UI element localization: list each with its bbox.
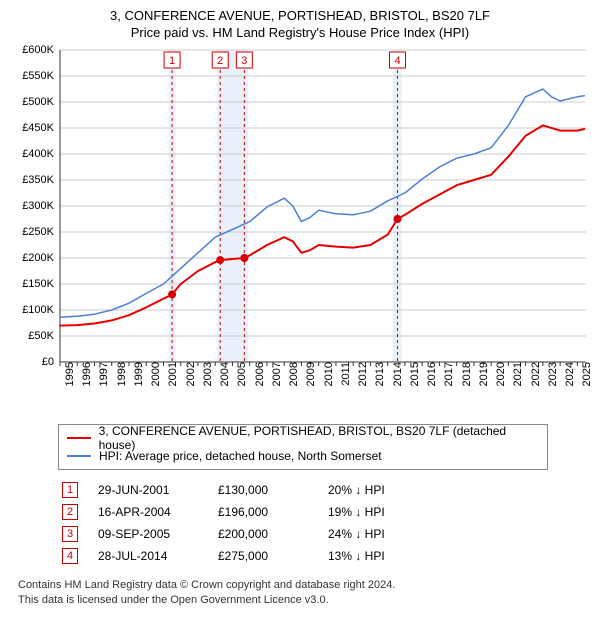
y-tick-label: £250K bbox=[10, 226, 54, 238]
footer-line-1: Contains HM Land Registry data © Crown c… bbox=[18, 578, 588, 593]
chart-container: 3, CONFERENCE AVENUE, PORTISHEAD, BRISTO… bbox=[0, 0, 600, 616]
x-tick-label: 1995 bbox=[64, 362, 76, 402]
x-tick-label: 2009 bbox=[305, 362, 317, 402]
sale-price: £275,000 bbox=[208, 548, 318, 564]
x-tick-label: 2006 bbox=[254, 362, 266, 402]
footer-line-2: This data is licensed under the Open Gov… bbox=[18, 593, 588, 608]
sale-price: £196,000 bbox=[208, 504, 318, 520]
y-tick-label: £100K bbox=[10, 304, 54, 316]
sale-date: 29-JUN-2001 bbox=[88, 482, 208, 498]
svg-text:1: 1 bbox=[169, 55, 175, 67]
x-tick-label: 2001 bbox=[167, 362, 179, 402]
sales-table: 1 29-JUN-2001£130,00020% ↓ HPI 2 16-APR-200… bbox=[52, 476, 395, 570]
x-tick-label: 2022 bbox=[530, 362, 542, 402]
x-tick-label: 2018 bbox=[461, 362, 473, 402]
line-chart-svg: 1 2 3 4 bbox=[12, 44, 588, 414]
x-tick-label: 2014 bbox=[392, 362, 404, 402]
x-tick-label: 1998 bbox=[116, 362, 128, 402]
x-tick-label: 2021 bbox=[512, 362, 524, 402]
y-tick-label: £350K bbox=[10, 174, 54, 186]
x-tick-label: 2015 bbox=[409, 362, 421, 402]
sale-row: 1 29-JUN-2001£130,00020% ↓ HPI bbox=[52, 482, 395, 498]
svg-text:2: 2 bbox=[217, 55, 223, 67]
sale-marker-box: 2 bbox=[62, 504, 78, 520]
x-tick-label: 2012 bbox=[357, 362, 369, 402]
legend-label: HPI: Average price, detached house, Nort… bbox=[99, 449, 382, 463]
sale-delta: 13% ↓ HPI bbox=[318, 548, 395, 564]
y-tick-label: £500K bbox=[10, 96, 54, 108]
sale-marker-box: 3 bbox=[62, 526, 78, 542]
x-tick-label: 2023 bbox=[547, 362, 559, 402]
legend-swatch bbox=[67, 455, 91, 457]
y-tick-label: £0 bbox=[10, 356, 54, 368]
x-tick-label: 2000 bbox=[150, 362, 162, 402]
chart-area: 1 2 3 4 £0 £50K £100K £150K £200K £250K £300K £350… bbox=[12, 44, 588, 414]
x-tick-label: 2007 bbox=[271, 362, 283, 402]
chart-subtitle: Price paid vs. HM Land Registry's House … bbox=[12, 25, 588, 40]
x-tick-label: 2019 bbox=[478, 362, 490, 402]
y-tick-label: £600K bbox=[10, 44, 54, 56]
sale-row: 3 09-SEP-2005£200,00024% ↓ HPI bbox=[52, 526, 395, 542]
x-tick-label: 2011 bbox=[340, 362, 352, 402]
sale-date: 16-APR-2004 bbox=[88, 504, 208, 520]
x-tick-label: 2013 bbox=[374, 362, 386, 402]
footer: Contains HM Land Registry data © Crown c… bbox=[18, 578, 588, 608]
x-tick-label: 2010 bbox=[323, 362, 335, 402]
x-tick-label: 2016 bbox=[426, 362, 438, 402]
x-tick-label: 2002 bbox=[185, 362, 197, 402]
sale-marker-box: 4 bbox=[62, 548, 78, 564]
x-tick-label: 2020 bbox=[495, 362, 507, 402]
sale-delta: 20% ↓ HPI bbox=[318, 482, 395, 498]
x-tick-label: 2005 bbox=[236, 362, 248, 402]
y-tick-label: £550K bbox=[10, 70, 54, 82]
sale-marker-box: 1 bbox=[62, 482, 78, 498]
legend-swatch bbox=[67, 437, 91, 439]
sale-delta: 19% ↓ HPI bbox=[318, 504, 395, 520]
sale-row: 4 28-JUL-2014£275,00013% ↓ HPI bbox=[52, 548, 395, 564]
sale-date: 28-JUL-2014 bbox=[88, 548, 208, 564]
sale-row: 2 16-APR-2004£196,00019% ↓ HPI bbox=[52, 504, 395, 520]
y-tick-label: £150K bbox=[10, 278, 54, 290]
title-block: 3, CONFERENCE AVENUE, PORTISHEAD, BRISTO… bbox=[12, 8, 588, 40]
legend-item: 3, CONFERENCE AVENUE, PORTISHEAD, BRISTO… bbox=[67, 429, 539, 447]
y-tick-label: £50K bbox=[10, 330, 54, 342]
x-tick-label: 2008 bbox=[288, 362, 300, 402]
x-tick-label: 2024 bbox=[564, 362, 576, 402]
x-tick-label: 1999 bbox=[133, 362, 145, 402]
x-tick-label: 2025 bbox=[581, 362, 593, 402]
svg-text:4: 4 bbox=[394, 55, 400, 67]
sale-date: 09-SEP-2005 bbox=[88, 526, 208, 542]
x-tick-label: 1997 bbox=[98, 362, 110, 402]
chart-title: 3, CONFERENCE AVENUE, PORTISHEAD, BRISTO… bbox=[12, 8, 588, 23]
x-tick-label: 1996 bbox=[81, 362, 93, 402]
x-tick-label: 2017 bbox=[443, 362, 455, 402]
y-tick-label: £300K bbox=[10, 200, 54, 212]
sale-price: £130,000 bbox=[208, 482, 318, 498]
sale-price: £200,000 bbox=[208, 526, 318, 542]
y-tick-label: £200K bbox=[10, 252, 54, 264]
legend-label: 3, CONFERENCE AVENUE, PORTISHEAD, BRISTO… bbox=[99, 424, 539, 452]
y-tick-label: £450K bbox=[10, 122, 54, 134]
legend: 3, CONFERENCE AVENUE, PORTISHEAD, BRISTO… bbox=[58, 424, 548, 470]
svg-text:3: 3 bbox=[241, 55, 247, 67]
sale-delta: 24% ↓ HPI bbox=[318, 526, 395, 542]
x-tick-label: 2003 bbox=[202, 362, 214, 402]
x-tick-label: 2004 bbox=[219, 362, 231, 402]
y-tick-label: £400K bbox=[10, 148, 54, 160]
